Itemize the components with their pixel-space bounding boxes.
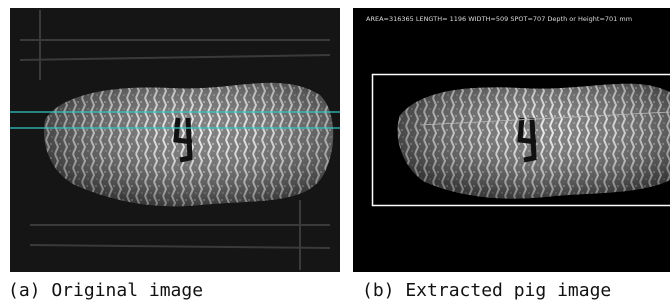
caption: (b) Extracted pig image — [362, 280, 611, 301]
extracted-image — [353, 8, 670, 272]
caption: (a) Original image — [8, 280, 203, 301]
figure: (a) Original image AREA=316365 LENGTH= 1… — [0, 0, 670, 303]
page: (a) Original image AREA=316365 LENGTH= 1… — [0, 0, 670, 303]
original-image — [10, 8, 340, 272]
measurement-text: AREA=316365 LENGTH= 1196 WIDTH=509 SPOT=… — [366, 15, 632, 23]
